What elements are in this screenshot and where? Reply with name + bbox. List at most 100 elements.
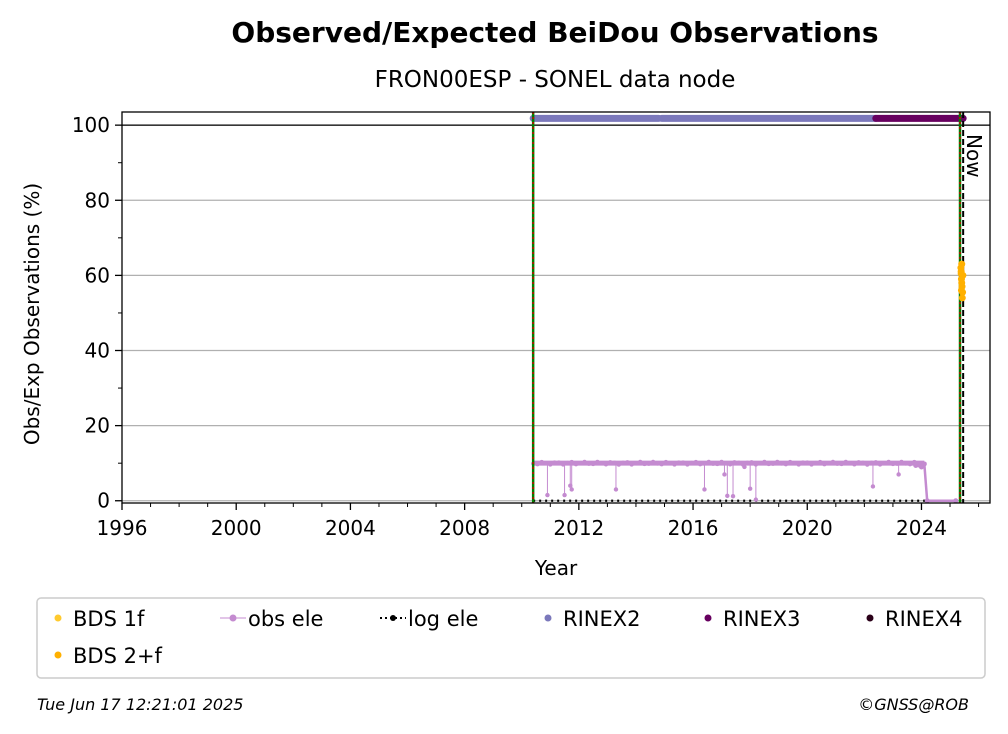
obs-ele-point — [603, 462, 608, 467]
obs-ele-point — [783, 462, 788, 467]
obs-ele-point — [856, 460, 861, 465]
obs-ele-point — [878, 462, 883, 467]
obs-ele-point — [830, 459, 835, 464]
obs-ele-point — [805, 460, 810, 465]
obs-ele-point — [788, 459, 793, 464]
legend-marker — [54, 614, 62, 622]
obs-ele-point — [676, 460, 681, 465]
x-axis: 1996 2000 2004 2008 2012 2016 2020 2024 — [97, 503, 980, 540]
y-tick-label: 20 — [85, 414, 110, 438]
obs-ele-point — [762, 459, 767, 464]
obs-ele-dip-point — [896, 472, 901, 477]
obs-ele-point — [569, 459, 574, 464]
obs-ele-point — [873, 460, 878, 465]
legend-marker — [866, 614, 874, 622]
obs-ele-dip-point — [747, 486, 753, 491]
obs-ele-point — [796, 462, 801, 467]
x-tick-label: 2024 — [896, 516, 947, 540]
x-tick-label: 2008 — [439, 516, 490, 540]
obs-ele-point — [736, 460, 741, 465]
obs-ele-point — [663, 459, 668, 464]
chart-title: Observed/Expected BeiDou Observations — [231, 16, 878, 49]
plot-frame — [121, 111, 991, 504]
obs-ele-point — [886, 459, 891, 464]
obs-ele-point — [899, 459, 904, 464]
obs-ele-point — [578, 461, 583, 466]
obs-ele-point — [711, 461, 716, 466]
legend-label: obs ele — [248, 607, 323, 631]
obs-ele-point — [586, 461, 591, 466]
obs-ele-point — [591, 462, 596, 467]
obs-ele-dip-point — [613, 487, 619, 492]
obs-ele-point — [775, 459, 780, 464]
obs-ele-point — [668, 460, 673, 465]
obs-ele-point — [706, 459, 711, 464]
obs-ele-point — [719, 459, 724, 464]
obs-ele-point — [548, 462, 553, 467]
obs-ele-point — [646, 461, 651, 466]
y-axis: 0 20 40 60 80 100 — [72, 113, 122, 513]
obs-ele-point — [621, 460, 626, 465]
x-tick-label: 2004 — [325, 516, 376, 540]
legend-marker — [704, 614, 712, 622]
obs-ele-point — [800, 460, 805, 465]
obs-ele-point — [565, 460, 570, 465]
x-tick-label: 2012 — [553, 516, 604, 540]
legend-label: BDS 1f — [73, 607, 145, 631]
obs-ele-point — [629, 462, 634, 467]
obs-ele-point — [745, 460, 750, 465]
obs-ele-point — [573, 462, 578, 467]
obs-ele-point — [715, 462, 720, 467]
legend-marker — [229, 614, 237, 622]
obs-ele-point — [843, 459, 848, 464]
legend-marker — [54, 651, 62, 659]
legend-label: RINEX3 — [723, 607, 801, 631]
bds-point — [959, 288, 967, 296]
legend-label: log ele — [408, 607, 478, 631]
x-axis-label: Year — [534, 556, 578, 580]
obs-ele-dip-point — [730, 494, 736, 499]
obs-ele-point — [599, 461, 604, 466]
obs-ele-point — [809, 462, 814, 467]
obs-ele-dip-point — [569, 487, 574, 492]
obs-ele-point — [822, 462, 827, 467]
obs-ele-point — [698, 462, 703, 467]
y-tick-label: 60 — [85, 263, 110, 287]
obs-ele-point — [535, 462, 540, 467]
obs-ele-point — [903, 461, 908, 466]
legend-marker — [544, 614, 552, 622]
legend: BDS 1f obs ele log ele RINEX2 RINEX3 RINEX4 BD… — [54, 607, 963, 668]
x-tick-label: 2000 — [211, 516, 262, 540]
obs-ele-point — [839, 462, 844, 467]
obs-ele-dip-point — [562, 492, 567, 498]
obs-ele-point — [625, 460, 630, 465]
obs-ele-tail-line — [923, 463, 929, 501]
legend-label: RINEX4 — [885, 607, 963, 631]
x-tick-label: 1996 — [97, 516, 148, 540]
y-tick-label: 80 — [85, 188, 110, 212]
obs-ele-point — [689, 460, 694, 465]
obs-ele-dip-point — [753, 497, 759, 502]
obs-ele-point — [693, 459, 698, 464]
x-tick-label: 2016 — [668, 516, 719, 540]
y-tick-label: 0 — [97, 489, 110, 513]
obs-ele-point — [681, 460, 686, 465]
bds-point — [958, 260, 966, 268]
obs-ele-point — [749, 460, 754, 465]
obs-ele-point — [912, 459, 917, 464]
obs-ele-dip-point — [702, 487, 707, 492]
obs-ele-point — [556, 460, 561, 465]
obs-ele-point — [908, 462, 913, 467]
obs-ele-point — [813, 460, 818, 465]
obs-ele-point — [655, 461, 660, 466]
obs-ele-point — [633, 461, 638, 466]
obs-ele-dip-point — [870, 484, 876, 489]
obs-ele-point — [882, 461, 887, 466]
obs-ele-point — [608, 460, 613, 465]
footer-timestamp: Tue Jun 17 12:21:01 2025 — [37, 695, 243, 714]
obs-ele-dip-point — [725, 493, 730, 499]
bds-point — [958, 294, 966, 302]
obs-ele-point — [792, 460, 797, 465]
obs-ele-point — [818, 459, 823, 464]
obs-ele-point — [890, 462, 895, 467]
